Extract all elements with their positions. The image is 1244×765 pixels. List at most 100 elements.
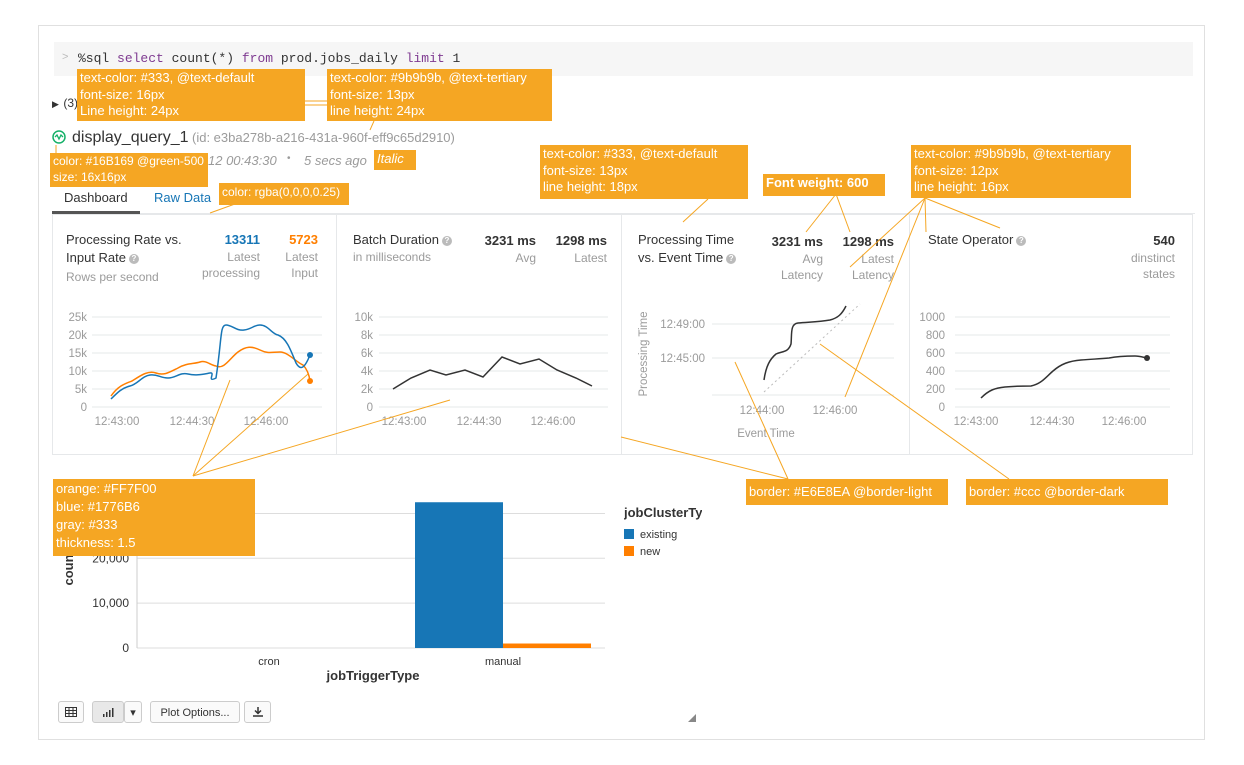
results-toggle[interactable]: ▶ (3) [52,96,79,110]
bar-existing-manual [415,502,503,648]
latency-curve [763,305,847,381]
reference-diagonal [763,303,861,393]
bar-chart-view-button[interactable] [92,701,124,723]
y-tick: 25k [68,312,87,324]
x-tick: 12:44:30 [1030,416,1075,428]
annotation-note: color: #16B169 @green-500 size: 16x16px [50,153,208,187]
rate-input-stat: 5723 Latest Input [285,232,318,280]
tab-raw-data[interactable]: Raw Data [154,190,212,205]
legend-swatch [624,529,634,539]
annotation-note: Italic [374,150,416,170]
legend-title: jobClusterTy [624,505,702,520]
table-icon [65,707,77,717]
bar-chart-icon [103,708,114,717]
tab-bar: Dashboard Raw Data [52,185,1195,214]
notebook-cell [38,25,1205,740]
x-tick: 12:43:00 [954,416,999,428]
y-tick: 12:45:00 [660,353,705,365]
prompt-chevron-icon: > [62,51,69,63]
y-tick: 8k [361,330,373,342]
info-icon[interactable]: ? [726,254,737,264]
y-axis-label: coun [61,554,76,585]
x-axis-label: jobTriggerType [326,668,420,683]
y-tick: 0 [367,402,373,414]
x-tick: 12:43:00 [95,416,140,428]
batch-duration-line [392,356,593,390]
download-icon [252,707,263,717]
y-tick: 200 [926,384,945,396]
y-tick: 0 [122,641,129,655]
card-divider [621,214,622,455]
processing-rate-point [307,352,313,358]
x-tick: 12:44:30 [457,416,502,428]
state-card-title: State Operator? [928,231,1027,249]
rate-mini-chart: 25k 20k 15k 10k 5k 0 12:43:00 12:44:30 1… [68,312,322,428]
rate-processing-stat: 13311 Latest processing [201,232,260,280]
table-view-button[interactable] [58,701,84,723]
plot-options-button[interactable]: Plot Options... [150,701,240,723]
bar-chart-y-label-svg: coun [61,554,76,585]
y-tick: 2k [361,384,373,396]
batch-latest-stat: 1298 ms Latest [555,233,607,265]
x-tick: 12:46:00 [813,405,858,417]
proc-latest-stat: 1298 ms Latest Latency [842,234,894,282]
y-tick: 5k [75,384,87,396]
input-rate-point [307,378,313,384]
download-button[interactable] [244,701,271,723]
y-tick: 20k [68,330,87,342]
x-axis-label: Event Time [737,428,795,440]
y-tick: 1000 [919,312,945,324]
sql-code[interactable]: %sql select count(*) from prod.jobs_dail… [78,51,461,66]
y-tick: 0 [939,402,945,414]
annotation-note: border: #ccc @border-dark [966,479,1168,505]
y-tick: 400 [926,366,945,378]
x-tick: manual [485,656,521,668]
info-icon[interactable]: ? [442,236,452,246]
proc-mini-chart: Processing Time Event Time 12:49:00 12:4… [638,303,894,440]
separator-dot: • [287,153,291,164]
legend-item-existing[interactable]: existing [624,529,677,541]
batch-mini-chart: 10k 8k 6k 4k 2k 0 12:43:00 12:44:30 12:4… [354,312,608,428]
info-icon[interactable]: ? [1016,236,1027,246]
state-point [1144,355,1150,361]
y-tick: 0 [81,402,87,414]
bar-chart-y-label-wrap: coun [60,548,80,592]
input-rate-line [110,346,311,397]
x-tick: 12:46:00 [1102,416,1147,428]
query-id: (id: e3ba278b-a216-431a-960f-eff9c65d291… [192,130,455,145]
annotation-note: border: #E6E8EA @border-light [746,479,948,505]
legend-item-new[interactable]: new [624,546,660,558]
y-tick: 10k [68,366,87,378]
bar-new-manual [503,643,591,648]
resize-handle-icon[interactable] [688,714,696,722]
expand-triangle-icon: ▶ [52,99,59,109]
state-distinct-stat: 540 dinstinct states [1130,233,1175,281]
x-tick: 12:46:00 [244,416,289,428]
x-tick: 12:44:30 [170,416,215,428]
x-tick: 12:44:00 [740,405,785,417]
info-icon[interactable]: ? [129,254,139,264]
batch-card-title: Batch Duration? in milliseconds [353,231,452,265]
chart-type-dropdown[interactable]: ▾ [124,701,142,723]
state-mini-chart: 1000 800 600 400 200 0 12:43:00 12:44:30… [919,312,1170,428]
legend-swatch [624,546,634,556]
x-tick: 12:43:00 [382,416,427,428]
card-divider [909,214,910,455]
y-axis-label: Processing Time [638,311,650,396]
y-tick: 6k [361,348,373,360]
card-divider [336,214,337,455]
query-timestamp: 12 00:43:30 [208,153,277,168]
batch-avg-stat: 3231 ms Avg [484,233,536,265]
annotation-note: text-color: #333, @text-default font-size… [540,145,748,199]
annotation-note: color: rgba(0,0,0,0.25) [219,183,349,205]
tab-dashboard[interactable]: Dashboard [52,190,140,214]
x-tick: cron [258,656,279,668]
query-age: 5 secs ago [304,153,367,168]
query-name: display_query_1 [72,129,189,146]
annotation-note: orange: #FF7F00 blue: #1776B6 gray: #333 th… [53,479,255,556]
proc-card-title: Processing Time vs. Event Time? [638,231,737,267]
y-tick: 800 [926,330,945,342]
y-tick: 10,000 [92,596,129,610]
annotation-note: text-color: #333, @text-default font-size… [77,69,305,121]
